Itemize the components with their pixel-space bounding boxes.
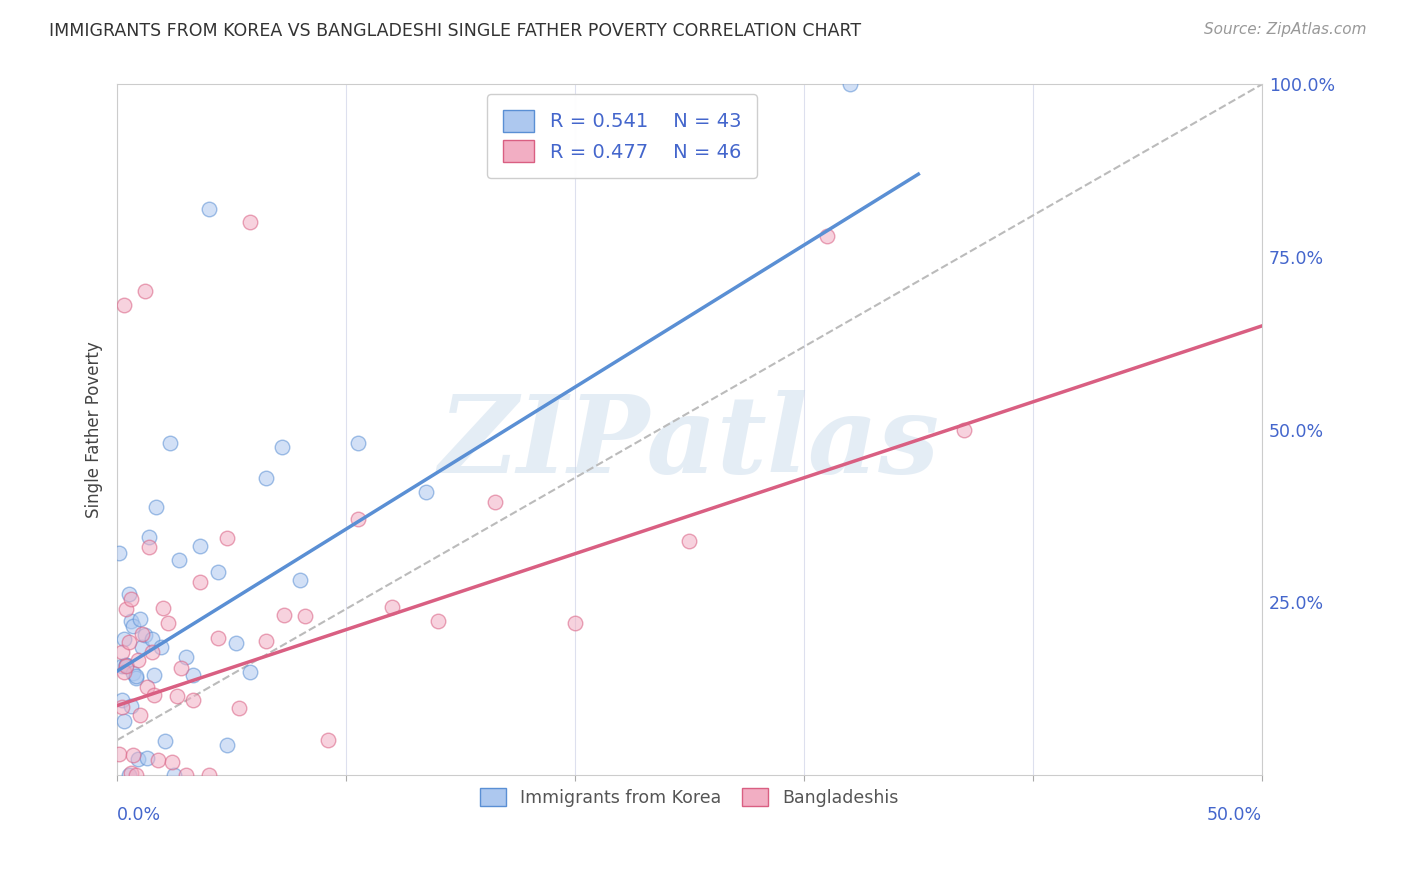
Point	[131, 640, 153, 654]
Point	[215, 532, 238, 546]
Point	[155, 734, 177, 748]
Point	[127, 653, 149, 667]
Text: 50.0%: 50.0%	[1206, 805, 1261, 823]
Point	[112, 714, 135, 729]
Point	[181, 668, 204, 682]
Point	[564, 615, 586, 630]
Point	[838, 78, 860, 92]
Point	[181, 692, 204, 706]
Point	[166, 689, 188, 703]
Legend: Immigrants from Korea, Bangladeshis: Immigrants from Korea, Bangladeshis	[474, 781, 905, 814]
Point	[290, 573, 312, 587]
Point	[129, 611, 152, 625]
Text: ZIPatlas: ZIPatlas	[439, 391, 941, 496]
Point	[120, 698, 142, 713]
Point	[120, 766, 142, 780]
Point	[136, 751, 159, 765]
Point	[163, 767, 186, 781]
Point	[115, 658, 138, 673]
Point	[197, 767, 219, 781]
Point	[678, 534, 700, 549]
Point	[141, 645, 163, 659]
Point	[225, 636, 247, 650]
Point	[115, 658, 138, 673]
Point	[953, 423, 976, 437]
Text: IMMIGRANTS FROM KOREA VS BANGLADESHI SINGLE FATHER POVERTY CORRELATION CHART: IMMIGRANTS FROM KOREA VS BANGLADESHI SIN…	[49, 22, 862, 40]
Point	[142, 668, 165, 682]
Point	[127, 751, 149, 765]
Point	[174, 767, 197, 781]
Point	[136, 680, 159, 694]
Point	[188, 539, 211, 553]
Point	[138, 540, 160, 554]
Point	[381, 600, 404, 615]
Point	[112, 632, 135, 646]
Point	[148, 753, 170, 767]
Point	[239, 215, 262, 229]
Point	[108, 546, 131, 560]
Point	[145, 500, 167, 514]
Point	[124, 669, 146, 683]
Point	[115, 658, 138, 673]
Point	[141, 632, 163, 646]
Point	[117, 767, 139, 781]
Point	[108, 747, 131, 761]
Point	[207, 632, 229, 646]
Point	[138, 530, 160, 544]
Point	[346, 436, 368, 450]
Point	[160, 756, 183, 770]
Point	[112, 665, 135, 679]
Point	[129, 707, 152, 722]
Point	[174, 650, 197, 665]
Point	[111, 693, 134, 707]
Point	[152, 601, 174, 615]
Text: Source: ZipAtlas.com: Source: ZipAtlas.com	[1204, 22, 1367, 37]
Point	[815, 229, 838, 244]
Point	[149, 640, 172, 655]
Point	[415, 484, 437, 499]
Point	[115, 602, 138, 616]
Point	[188, 574, 211, 589]
Point	[484, 494, 506, 508]
Point	[170, 661, 193, 675]
Point	[124, 767, 146, 781]
Point	[111, 659, 134, 673]
Point	[426, 614, 449, 628]
Point	[316, 733, 339, 747]
Point	[215, 739, 238, 753]
Point	[122, 747, 145, 762]
Point	[134, 628, 156, 642]
Point	[156, 616, 179, 631]
Point	[134, 285, 156, 299]
Point	[122, 619, 145, 633]
Point	[273, 607, 295, 622]
Point	[207, 565, 229, 579]
Point	[228, 701, 250, 715]
Point	[197, 202, 219, 216]
Point	[346, 512, 368, 526]
Point	[254, 471, 277, 485]
Point	[131, 627, 153, 641]
Point	[294, 608, 316, 623]
Point	[117, 635, 139, 649]
Point	[122, 665, 145, 680]
Y-axis label: Single Father Poverty: Single Father Poverty	[86, 341, 103, 518]
Point	[239, 665, 262, 679]
Point	[124, 671, 146, 685]
Point	[159, 436, 181, 450]
Point	[117, 587, 139, 601]
Point	[142, 688, 165, 702]
Point	[120, 591, 142, 606]
Point	[111, 700, 134, 714]
Text: 0.0%: 0.0%	[117, 805, 162, 823]
Point	[112, 298, 135, 312]
Point	[120, 614, 142, 628]
Point	[111, 645, 134, 659]
Point	[271, 440, 294, 454]
Point	[167, 553, 190, 567]
Point	[254, 634, 277, 648]
